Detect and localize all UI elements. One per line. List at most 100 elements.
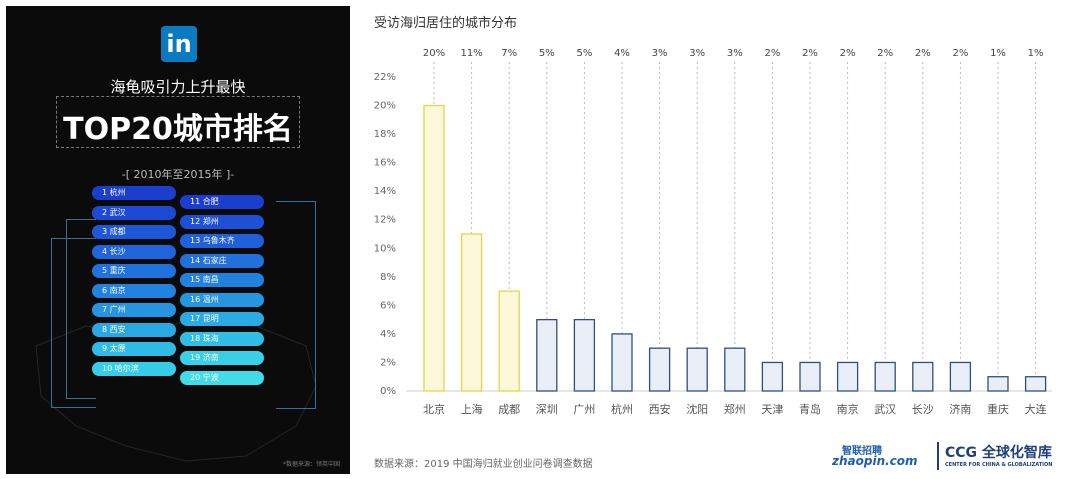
linkedin-logo: in <box>161 26 197 62</box>
zhaopin-logo-top: 智联招聘 <box>842 446 882 457</box>
city-rank-14: 14 石家庄 <box>180 253 264 268</box>
city-rank-16: 16 温州 <box>180 292 264 307</box>
city-rank-4: 4 长沙 <box>92 244 176 259</box>
data-label: 2% <box>802 48 818 59</box>
bar-天津 <box>761 361 784 392</box>
x-tick-label: 沈阳 <box>686 402 708 416</box>
y-tick-label: 22% <box>374 72 396 83</box>
y-tick-label: 16% <box>374 158 396 169</box>
zhaopin-logo: 智联招聘 zhaopin.com <box>832 442 924 468</box>
y-tick-label: 20% <box>374 101 396 112</box>
data-label: 5% <box>539 48 555 59</box>
city-rank-2: 2 武汉 <box>92 205 176 220</box>
left-footnote: *数据来源：领英中国 <box>282 461 340 468</box>
city-rank-19: 19 济南 <box>180 351 264 365</box>
bar-大连 <box>1024 376 1047 392</box>
data-label: 11% <box>460 48 482 59</box>
y-tick-label: 18% <box>374 129 396 140</box>
bar-郑州 <box>724 347 746 392</box>
bar-济南 <box>949 361 972 392</box>
title-frame <box>56 96 300 148</box>
y-tick-label: 10% <box>374 243 396 254</box>
x-tick-label: 长沙 <box>912 403 934 416</box>
city-rank-5: 5 重庆 <box>92 264 176 278</box>
city-rank-20: 20 宁波 <box>180 370 264 385</box>
data-label: 2% <box>952 48 968 59</box>
x-tick-label: 天津 <box>761 403 783 416</box>
y-tick-label: 2% <box>380 357 396 368</box>
data-label: 5% <box>576 48 592 59</box>
x-tick-label: 成都 <box>498 403 520 416</box>
x-tick-label: 西安 <box>649 402 671 416</box>
x-tick-label: 青岛 <box>799 402 821 416</box>
data-label: 2% <box>840 48 856 59</box>
linkedin-infographic: in 海龟吸引力上升最快 TOP20城市排名 -[ 2010年至2015年 ]-… <box>6 6 350 474</box>
bar-西安 <box>648 347 671 392</box>
y-tick-label: 8% <box>380 272 396 283</box>
bar-青岛 <box>799 361 821 392</box>
period-label: -[ 2010年至2015年 ]- <box>121 168 235 181</box>
x-tick-label: 广州 <box>573 403 595 416</box>
city-rank-7: 7 广州 <box>92 303 176 317</box>
ccg-logo-main: CCG 全球化智库 <box>945 445 1052 461</box>
bar-北京 <box>423 104 445 392</box>
ccg-logo: CCG 全球化智库 CENTER FOR CHINA & GLOBALIZATI… <box>937 442 1072 470</box>
x-tick-label: 南京 <box>837 402 859 416</box>
bar-武汉 <box>874 361 896 392</box>
data-label: 20% <box>423 48 445 59</box>
data-label: 2% <box>877 48 893 59</box>
city-rank-13: 13 乌鲁木齐 <box>180 234 264 248</box>
data-label: 4% <box>614 48 630 59</box>
x-tick-label: 郑州 <box>724 402 746 416</box>
y-tick-label: 0% <box>380 386 396 397</box>
bar-上海 <box>460 233 483 392</box>
bar-杭州 <box>611 333 633 392</box>
city-rank-17: 17 昆明 <box>180 312 264 326</box>
bar-重庆 <box>987 376 1009 392</box>
city-rank-9: 9 太原 <box>92 342 176 356</box>
city-rank-10: 10 哈尔滨 <box>92 361 176 376</box>
bar-chart: 0% 2% 4% 6% 8% 10% 12% 14% 16% 18% 20% 22% 20% 北京 11% 上… <box>374 48 1052 416</box>
data-label: 2% <box>915 48 931 59</box>
data-label: 1% <box>990 48 1006 59</box>
data-label: 7% <box>501 48 517 59</box>
x-tick-label: 深圳 <box>536 403 558 416</box>
x-tick-label: 杭州 <box>611 402 633 416</box>
city-distribution-chart: 受访海归居住的城市分布 0% 2% 4% 6% 8% 10% 12% 14% 16% 18% 20%… <box>362 6 1074 474</box>
bar-深圳 <box>536 318 558 392</box>
x-tick-label: 重庆 <box>987 402 1009 416</box>
city-rank-18: 18 珠海 <box>180 331 264 346</box>
china-map-outline <box>35 315 317 462</box>
city-rank-1: 1 杭州 <box>92 186 176 200</box>
data-label: 1% <box>1028 48 1044 59</box>
chart-source: 数据来源：2019 中国海归就业创业问卷调查数据 <box>374 459 593 470</box>
city-rank-3: 3 成都 <box>92 225 176 239</box>
data-label: 3% <box>652 48 668 59</box>
bar-沈阳 <box>686 347 708 392</box>
data-label: 2% <box>764 48 780 59</box>
y-tick-label: 6% <box>380 300 396 311</box>
y-tick-label: 14% <box>374 186 396 197</box>
infographic-subtitle: TOP20城市排名 <box>63 112 293 147</box>
data-label: 3% <box>727 48 743 59</box>
x-tick-label: 济南 <box>949 402 971 416</box>
city-rank-15: 15 南昌 <box>180 273 264 287</box>
data-label: 3% <box>689 48 705 59</box>
bar-成都 <box>498 290 520 392</box>
city-rank-11: 11 合肥 <box>180 195 264 209</box>
bar-长沙 <box>912 361 934 392</box>
city-rank-8: 8 西安 <box>92 322 176 337</box>
x-tick-label: 上海 <box>461 402 483 416</box>
ccg-logo-sub: CENTER FOR CHINA & GLOBALIZATION <box>945 462 1053 468</box>
x-tick-label: 大连 <box>1025 402 1047 416</box>
x-tick-label: 武汉 <box>874 403 896 416</box>
zhaopin-logo-bottom: zhaopin.com <box>832 454 918 468</box>
infographic-title: 海龟吸引力上升最快 <box>110 78 246 96</box>
x-tick-label: 北京 <box>423 402 445 416</box>
city-rank-12: 12 郑州 <box>180 214 264 229</box>
city-rank-6: 6 南京 <box>92 283 176 298</box>
y-tick-label: 12% <box>374 215 396 226</box>
bar-南京 <box>836 361 859 392</box>
y-tick-label: 4% <box>380 329 396 340</box>
bar-广州 <box>573 318 596 392</box>
